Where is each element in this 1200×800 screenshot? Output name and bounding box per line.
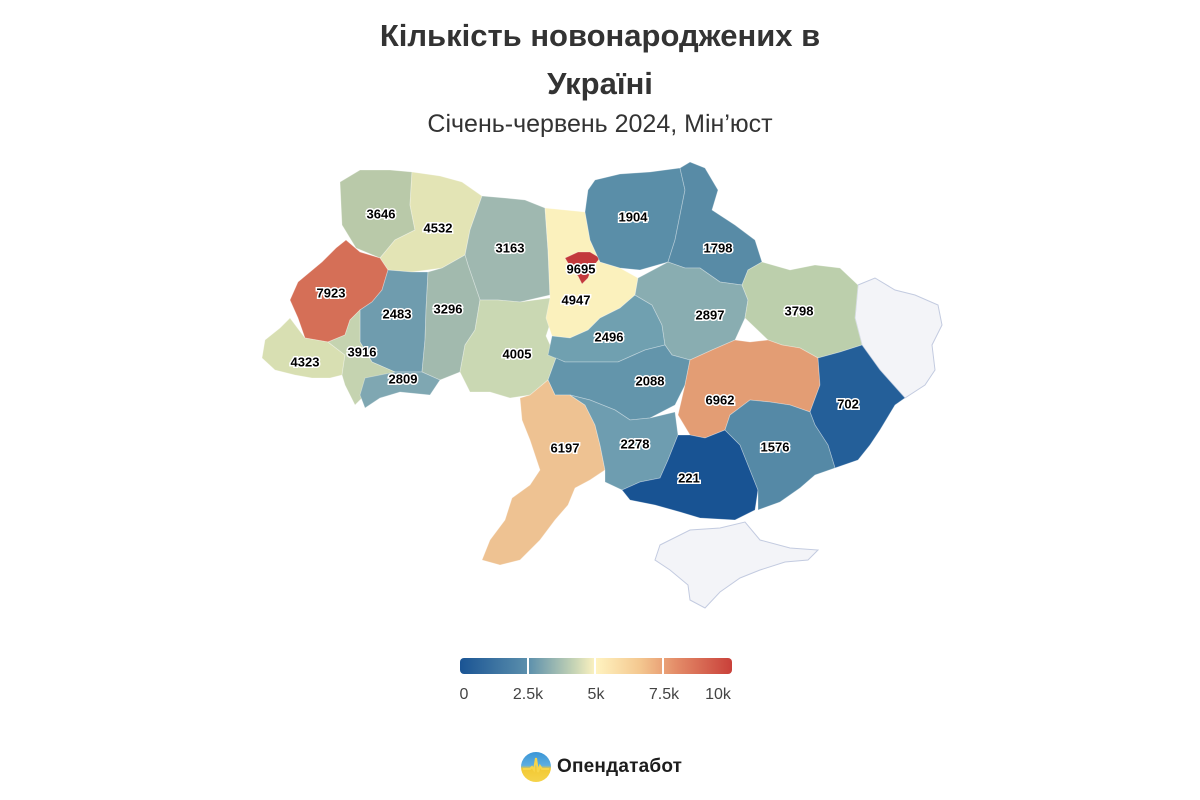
label-khmelnytskyi: 3296 bbox=[434, 301, 463, 316]
region-rivne[interactable] bbox=[379, 171, 483, 273]
chart-subtitle: Січень-червень 2024, Мін’юст bbox=[427, 110, 773, 138]
region-kherson[interactable] bbox=[621, 429, 759, 521]
legend-tick: 0 bbox=[459, 686, 469, 703]
label-kharkiv: 3798 bbox=[785, 303, 814, 318]
label-chernivtsi: 2809 bbox=[389, 371, 418, 386]
label-rivne: 4532 bbox=[424, 220, 453, 235]
chart-title-line1: Кількість новонароджених в bbox=[379, 18, 821, 53]
region-crimea[interactable] bbox=[654, 521, 820, 609]
label-zhytomyr: 3163 bbox=[496, 240, 525, 255]
opendatabot-logo-icon bbox=[521, 752, 551, 782]
opendatabot-logo: Опендатабот bbox=[521, 752, 682, 782]
label-mykolaiv: 2278 bbox=[621, 436, 650, 451]
legend-divider bbox=[662, 658, 664, 674]
label-sumy: 1798 bbox=[704, 240, 733, 255]
chart-title-line2: Україні bbox=[547, 66, 653, 101]
region-chernivtsi[interactable] bbox=[359, 371, 441, 409]
label-volyn: 3646 bbox=[367, 206, 396, 221]
legend-tick: 10k bbox=[705, 686, 731, 703]
region-luhansk[interactable] bbox=[854, 277, 943, 399]
label-kyiv-oblast: 4947 bbox=[562, 292, 591, 307]
color-scale-legend bbox=[460, 658, 732, 674]
label-kirovohrad: 2088 bbox=[636, 373, 665, 388]
label-donetsk: 702 bbox=[837, 396, 859, 411]
region-kyiv-city[interactable] bbox=[564, 251, 601, 285]
legend-divider bbox=[527, 658, 529, 674]
label-lviv: 7923 bbox=[317, 285, 346, 300]
region-donetsk[interactable] bbox=[809, 344, 906, 469]
legend-tick: 7.5k bbox=[648, 686, 680, 703]
label-poltava: 2897 bbox=[696, 307, 725, 322]
label-ternopil: 2483 bbox=[383, 306, 412, 321]
legend-divider bbox=[594, 658, 596, 674]
label-vinnytsia: 4005 bbox=[503, 346, 532, 361]
label-odesa: 6197 bbox=[551, 440, 580, 455]
label-ivano-frankivsk: 3916 bbox=[348, 344, 377, 359]
legend-ticks: 0 2.5k 5k 7.5k 10k bbox=[440, 686, 760, 706]
label-zakarpattia: 4323 bbox=[291, 354, 320, 369]
label-kherson: 221 bbox=[678, 470, 700, 485]
region-zaporizhzhia[interactable] bbox=[724, 399, 836, 511]
label-zaporizhzhia: 1576 bbox=[761, 439, 790, 454]
logo-text: Опендатабот bbox=[557, 756, 683, 777]
label-cherkasy: 2496 bbox=[595, 329, 624, 344]
legend-tick: 5k bbox=[587, 686, 605, 703]
legend-tick: 2.5k bbox=[512, 686, 544, 703]
label-dnipro: 6962 bbox=[706, 392, 735, 407]
label-chernihiv: 1904 bbox=[619, 209, 649, 224]
label-kyiv-city: 9695 bbox=[567, 261, 596, 276]
